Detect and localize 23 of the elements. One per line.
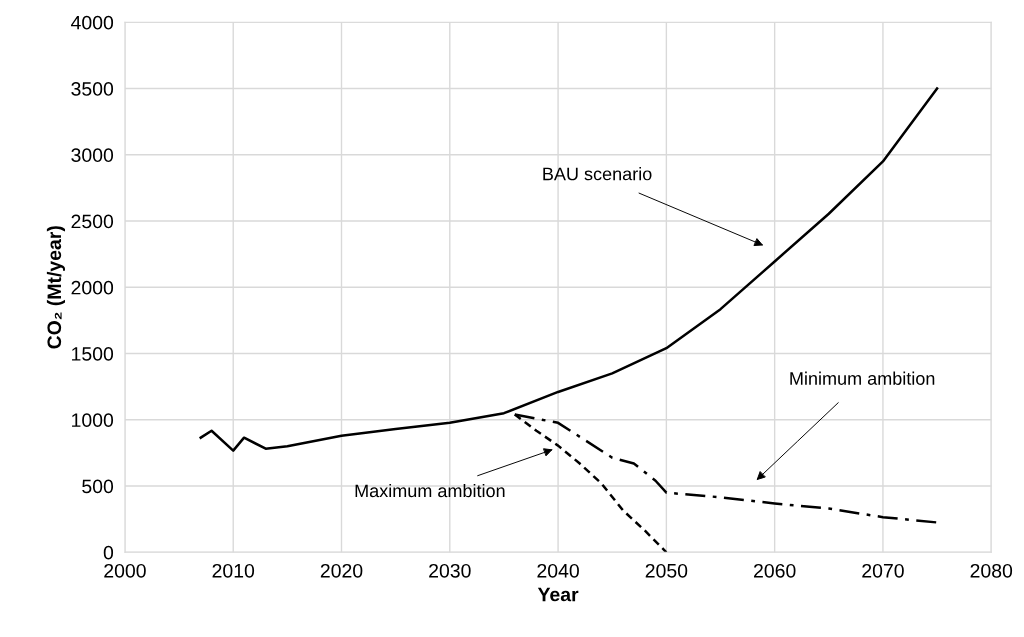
x-tick-label: 2010 [212, 563, 255, 578]
annotation: Maximum ambition [355, 483, 505, 498]
y-tick-label: 500 [82, 479, 114, 494]
x-tick-label: 2080 [970, 563, 1013, 578]
annotation: Minimum ambition [790, 371, 935, 385]
x-axis-title: Year [537, 587, 579, 602]
x-tick-label: 2040 [537, 563, 579, 578]
y-tick-label: 3000 [71, 148, 114, 163]
y-tick-label: 2500 [71, 214, 114, 229]
x-tick-label: 2030 [429, 563, 471, 578]
x-tick-label: 2050 [645, 563, 688, 578]
x-tick-label: 2060 [754, 563, 796, 578]
y-tick-label: 1500 [72, 347, 114, 361]
y-tick-label: 2000 [71, 280, 114, 295]
y-tick-label: 3500 [71, 82, 114, 96]
y-tick-label: 0 [103, 545, 114, 560]
y-tick-label: 1000 [72, 413, 114, 428]
y-axis-title: CO₂ (Mt/year) [46, 226, 66, 349]
y-tick-label: 4000 [71, 15, 114, 30]
x-tick-label: 2000 [104, 563, 146, 578]
x-tick-label: 2070 [862, 563, 904, 578]
annotation: BAU scenario [543, 167, 652, 181]
x-tick-label: 2020 [320, 563, 363, 578]
